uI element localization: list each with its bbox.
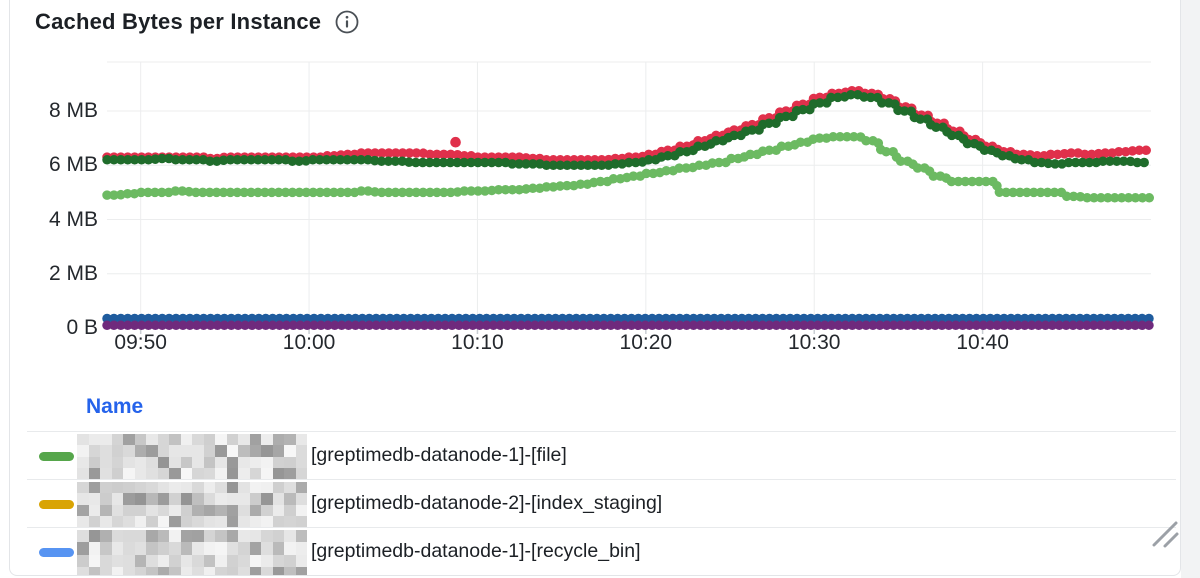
redacted-text-blur — [77, 434, 307, 479]
panel-header: Cached Bytes per Instance — [35, 5, 359, 39]
dark-green-series-line — [102, 89, 1156, 171]
redacted-text-blur — [77, 530, 307, 575]
panel-title: Cached Bytes per Instance — [35, 9, 322, 34]
y-tick-label: 6 MB — [48, 153, 98, 177]
legend-row[interactable]: [greptimedb-datanode-1]-[file] — [27, 431, 1176, 479]
chart-canvas — [102, 61, 1156, 334]
outlier-point — [450, 136, 461, 148]
series-color-indicator — [39, 500, 74, 509]
legend-series-label[interactable]: [greptimedb-datanode-1]-[file] — [311, 444, 567, 466]
x-tick-label: 10:10 — [451, 331, 504, 354]
y-tick-label: 0 B — [66, 316, 98, 339]
dashboard-background — [1181, 0, 1200, 578]
info-icon[interactable] — [335, 10, 359, 34]
y-tick-label: 8 MB — [48, 99, 98, 122]
redacted-text-blur — [77, 482, 307, 527]
series-color-indicator — [39, 548, 74, 557]
legend-row[interactable]: [greptimedb-datanode-1]-[recycle_bin] — [27, 527, 1176, 575]
legend-series-label[interactable]: [greptimedb-datanode-2]-[index_staging] — [311, 492, 663, 514]
legend-series-label[interactable]: [greptimedb-datanode-1]-[recycle_bin] — [311, 540, 641, 562]
legend-table: [greptimedb-datanode-1]-[file] [greptimed… — [10, 431, 1180, 575]
y-tick-label: 4 MB — [48, 207, 98, 231]
x-tick-label: 09:50 — [114, 331, 167, 354]
series-color-indicator — [39, 452, 74, 461]
legend-name-header[interactable]: Name — [86, 395, 144, 418]
resize-handle-icon[interactable] — [1148, 517, 1181, 551]
y-tick-label: 2 MB — [48, 261, 98, 285]
legend-row[interactable]: [greptimedb-datanode-2]-[index_staging] — [27, 479, 1176, 527]
x-tick-label: 10:20 — [619, 331, 673, 354]
x-tick-label: 10:40 — [956, 331, 1009, 354]
x-tick-label: 10:00 — [282, 331, 336, 354]
panel-card: Cached Bytes per Instance 8 MB 6 MB 4 MB 2 … — [9, 0, 1181, 576]
light-green-series-line — [102, 132, 1156, 203]
time-series-chart[interactable]: 8 MB 6 MB 4 MB 2 MB 0 B 09:50 10:00 10:10 10:20 1… — [10, 51, 1180, 381]
x-tick-label: 10:30 — [787, 331, 841, 354]
